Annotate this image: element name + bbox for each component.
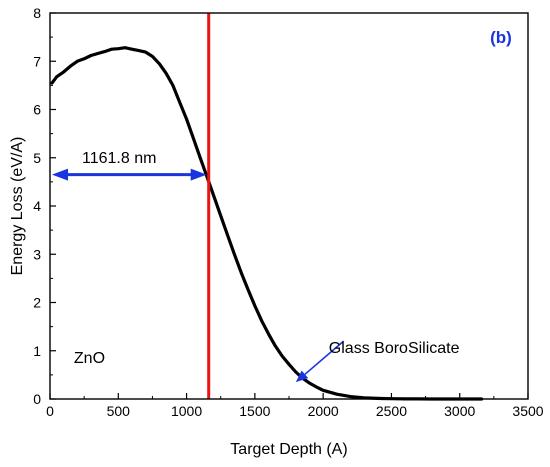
x-tick-label: 0 <box>46 403 54 419</box>
depth-annotation-label: 1161.8 nm <box>82 150 156 167</box>
y-tick-label: 2 <box>33 295 41 311</box>
x-tick-label: 1000 <box>171 403 202 419</box>
y-tick-label: 5 <box>33 150 41 166</box>
annotations-layer <box>52 168 345 383</box>
y-tick-label: 6 <box>33 102 41 118</box>
energy-loss-curve <box>50 46 484 401</box>
x-tick-label: 2500 <box>376 403 407 419</box>
axis-ticks: 0 500 1000 1500 2000 2500 3000 3500 0 1 2 3 4 5 6 7 8 <box>33 5 544 419</box>
series-layer <box>50 13 484 401</box>
x-tick-label: 2000 <box>308 403 339 419</box>
y-tick-label: 3 <box>33 246 41 262</box>
y-tick-label: 7 <box>33 53 41 69</box>
x-axis-label: Target Depth (A) <box>230 441 347 458</box>
x-tick-label: 3000 <box>444 403 475 419</box>
y-tick-label: 8 <box>33 5 41 21</box>
x-tick-label: 3500 <box>512 403 543 419</box>
y-tick-label: 4 <box>33 198 41 214</box>
y-tick-label: 0 <box>33 391 41 407</box>
x-tick-label: 500 <box>107 403 131 419</box>
substrate-arrow-head <box>295 370 309 383</box>
substrate-label: Glass BoroSilicate <box>329 340 460 357</box>
depth-arrow-head-left <box>52 168 68 181</box>
zno-layer-label: ZnO <box>74 350 105 367</box>
panel-label: (b) <box>490 28 512 47</box>
y-axis-label: Energy Loss (eV/A) <box>9 137 26 276</box>
substrate-arrow-shaft <box>304 340 345 375</box>
x-tick-label: 1500 <box>239 403 270 419</box>
depth-arrow-head-right <box>190 168 207 181</box>
plot-frame <box>49 12 529 400</box>
y-tick-label: 1 <box>33 343 41 359</box>
